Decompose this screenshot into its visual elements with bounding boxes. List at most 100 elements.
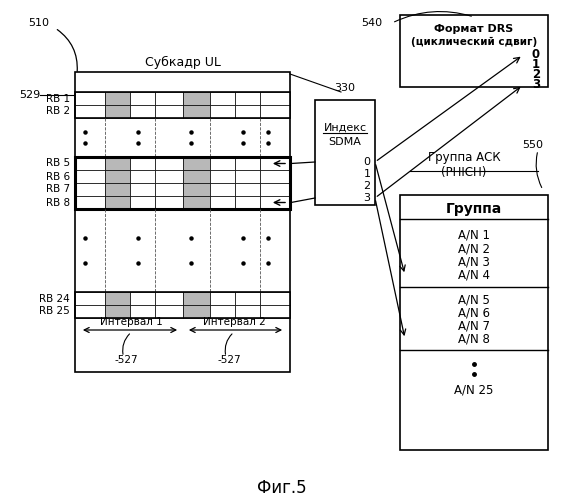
Text: Интервал 1: Интервал 1 xyxy=(100,317,163,327)
Bar xyxy=(183,292,210,305)
Bar xyxy=(183,305,210,318)
Bar xyxy=(75,105,105,118)
Bar xyxy=(105,170,130,183)
Text: 2: 2 xyxy=(364,181,370,191)
Bar xyxy=(75,292,290,318)
Bar xyxy=(105,157,130,170)
Text: -527: -527 xyxy=(115,355,138,365)
Bar xyxy=(155,170,183,183)
Text: RB 8: RB 8 xyxy=(46,198,70,207)
Bar xyxy=(155,92,183,105)
Bar xyxy=(260,292,290,305)
Bar xyxy=(210,170,235,183)
Text: Индекс: Индекс xyxy=(323,123,367,133)
Bar xyxy=(105,292,130,305)
Text: A/N 1: A/N 1 xyxy=(458,228,490,241)
Text: RB 25: RB 25 xyxy=(39,306,70,316)
Text: Группа АСК
(PHICH): Группа АСК (PHICH) xyxy=(428,151,501,179)
Bar xyxy=(75,170,105,183)
Text: 510: 510 xyxy=(28,18,49,28)
Bar xyxy=(75,292,105,305)
Text: A/N 4: A/N 4 xyxy=(458,268,490,281)
Bar xyxy=(183,157,210,170)
Bar xyxy=(155,292,183,305)
Bar xyxy=(105,92,130,105)
Text: RB 5: RB 5 xyxy=(46,158,70,168)
Bar xyxy=(260,105,290,118)
Bar xyxy=(130,157,155,170)
Bar xyxy=(260,183,290,196)
Bar xyxy=(235,92,260,105)
Text: 0: 0 xyxy=(364,157,370,167)
Text: A/N 5: A/N 5 xyxy=(458,294,490,306)
Bar xyxy=(183,92,210,105)
Text: Группа: Группа xyxy=(446,202,502,216)
Bar xyxy=(235,305,260,318)
Bar xyxy=(105,105,130,118)
Bar xyxy=(183,105,210,118)
Text: 330: 330 xyxy=(334,83,355,93)
Bar xyxy=(75,92,290,118)
Bar xyxy=(210,92,235,105)
Text: 540: 540 xyxy=(361,18,382,28)
Bar xyxy=(400,195,548,450)
Text: A/N 2: A/N 2 xyxy=(458,242,490,256)
Text: RB 24: RB 24 xyxy=(39,294,70,304)
Text: A/N 3: A/N 3 xyxy=(458,256,490,268)
Bar xyxy=(75,72,290,372)
Bar xyxy=(260,196,290,209)
Bar xyxy=(235,292,260,305)
Bar xyxy=(210,183,235,196)
Bar xyxy=(155,183,183,196)
Bar xyxy=(210,105,235,118)
Bar xyxy=(235,183,260,196)
Bar xyxy=(105,305,130,318)
Bar xyxy=(105,183,130,196)
Bar xyxy=(130,305,155,318)
Text: Интервал 2: Интервал 2 xyxy=(203,317,265,327)
Bar xyxy=(183,196,210,209)
Bar xyxy=(155,196,183,209)
Text: 550: 550 xyxy=(522,140,543,150)
Bar xyxy=(75,92,105,105)
Bar xyxy=(260,157,290,170)
Bar xyxy=(235,170,260,183)
Bar xyxy=(130,196,155,209)
Bar xyxy=(155,157,183,170)
Bar xyxy=(183,170,210,183)
Bar xyxy=(105,196,130,209)
Bar xyxy=(130,92,155,105)
Text: RB 6: RB 6 xyxy=(46,172,70,181)
Bar xyxy=(235,105,260,118)
Bar xyxy=(130,183,155,196)
Bar xyxy=(155,305,183,318)
Text: A/N 25: A/N 25 xyxy=(454,384,494,396)
Text: SDMA: SDMA xyxy=(329,137,361,147)
Text: -527: -527 xyxy=(217,355,241,365)
Bar xyxy=(130,292,155,305)
Bar xyxy=(130,105,155,118)
Bar xyxy=(400,15,548,87)
Text: 1: 1 xyxy=(364,169,370,179)
Bar xyxy=(260,92,290,105)
Bar xyxy=(260,170,290,183)
Bar xyxy=(315,100,375,205)
Text: Формат DRS: Формат DRS xyxy=(435,24,513,34)
Bar xyxy=(260,305,290,318)
Bar xyxy=(130,170,155,183)
Bar xyxy=(210,305,235,318)
Bar xyxy=(75,196,105,209)
Text: A/N 6: A/N 6 xyxy=(458,306,490,320)
Bar xyxy=(75,305,105,318)
Text: (циклический сдвиг): (циклический сдвиг) xyxy=(411,37,537,47)
Text: 529: 529 xyxy=(19,90,40,100)
Text: 1: 1 xyxy=(532,58,540,71)
Bar xyxy=(183,183,210,196)
Bar xyxy=(75,157,105,170)
Text: 3: 3 xyxy=(532,78,540,92)
Text: A/N 7: A/N 7 xyxy=(458,320,490,332)
Text: RB 1: RB 1 xyxy=(46,94,70,104)
Text: 0: 0 xyxy=(532,48,540,62)
Text: RB 2: RB 2 xyxy=(46,106,70,117)
Bar xyxy=(210,157,235,170)
